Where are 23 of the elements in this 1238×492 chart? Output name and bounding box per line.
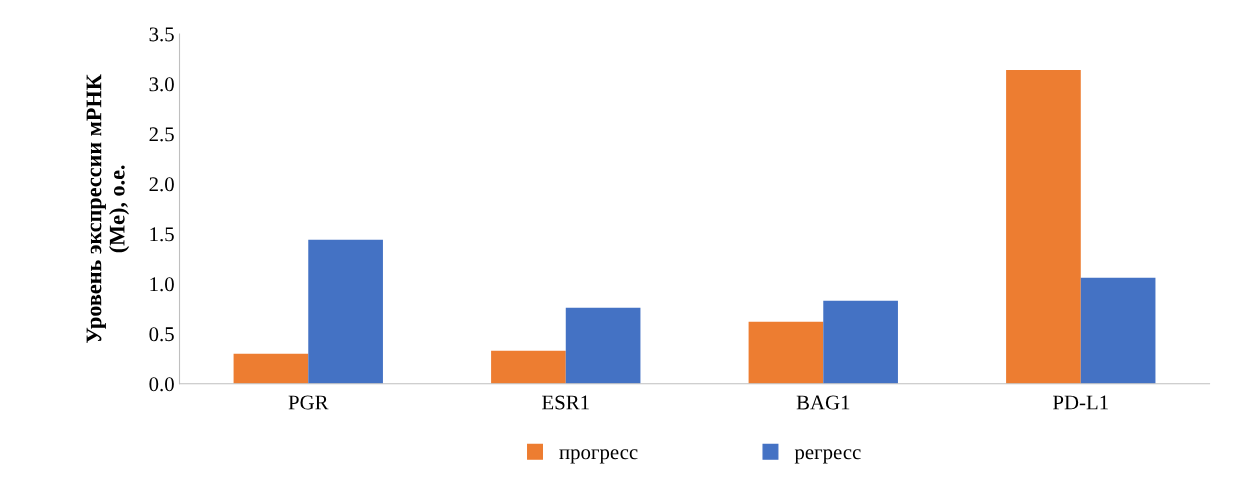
legend-label: регресс xyxy=(794,449,861,464)
bar xyxy=(823,300,898,384)
bar xyxy=(565,307,641,384)
x-tick-label: PD-L1 xyxy=(1053,395,1108,410)
y-tick-label: 3.5 xyxy=(149,27,174,42)
bar xyxy=(1080,277,1156,384)
y-tick-label: 2.5 xyxy=(149,127,174,142)
bar xyxy=(748,321,824,384)
y-tick-label: 2.0 xyxy=(149,177,174,192)
bar xyxy=(1006,69,1081,384)
y-tick-label: 0.5 xyxy=(149,327,174,342)
bar xyxy=(233,353,309,384)
y-tick-label: 1.0 xyxy=(150,277,174,292)
legend-label: прогресс xyxy=(559,449,638,464)
y-tick-label: 1.5 xyxy=(150,227,174,242)
y-tick-label: 0.0 xyxy=(149,377,174,392)
y-axis-title: Уровень экспрессии мРНК (Me), о.е. xyxy=(86,74,130,343)
x-tick-label: BAG1 xyxy=(796,395,850,410)
bar xyxy=(491,350,566,384)
bar xyxy=(308,239,383,384)
x-tick-label: ESR1 xyxy=(542,395,589,410)
y-tick-label: 3.0 xyxy=(149,77,174,92)
x-tick-label: PGR xyxy=(288,395,329,410)
